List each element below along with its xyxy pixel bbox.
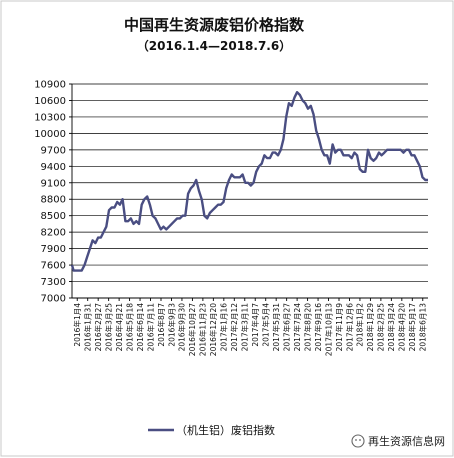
x-tick-label: 2016年4月21 [114, 303, 124, 352]
x-tick-label: 2017年9月16 [313, 303, 323, 352]
y-tick-label: 8800 [41, 195, 66, 206]
wechat-icon-eye [359, 439, 361, 441]
x-tick-label: 2018年4月20 [397, 303, 407, 352]
x-tick-label: 2018年6月13 [418, 303, 428, 352]
x-tick-label: 2016年9月3 [166, 303, 176, 347]
x-tick-label: 2017年12月6 [344, 303, 354, 352]
series-layer [72, 92, 428, 270]
x-tick-label: 2018年1月2 [355, 303, 365, 347]
y-tick-label: 8200 [41, 228, 66, 239]
wechat-icon-eye [355, 439, 357, 441]
y-tick-label: 9400 [41, 162, 66, 173]
x-tick-label: 2016年2月27 [93, 303, 103, 352]
x-tick-label: 2018年5月17 [407, 303, 417, 352]
y-tick-label: 8500 [41, 211, 66, 222]
y-tick-label: 10000 [34, 129, 66, 140]
y-axis-ticks: 7000 7300 7600 7900 8200 8500 8800 9100 9400 9700… [34, 80, 72, 305]
x-tick-label: 2018年2月25 [376, 303, 386, 352]
gridlines [72, 84, 428, 282]
x-tick-label: 2016年10月27 [187, 303, 197, 356]
watermark: 再生资源信息网 [352, 434, 445, 448]
y-tick-label: 7300 [41, 277, 66, 288]
x-tick-label: 2017年4月7 [250, 303, 260, 347]
x-tick-label: 2017年7月24 [292, 303, 302, 352]
y-tick-label: 10900 [34, 80, 66, 91]
x-tick-label: 2016年1月31 [83, 303, 93, 352]
x-tick-label: 2016年3月25 [103, 303, 113, 352]
y-tick-label: 9100 [41, 178, 66, 189]
x-tick-label: 2017年8月20 [302, 303, 312, 352]
x-tick-label: 2018年3月24 [386, 303, 396, 352]
x-tick-label: 2016年8月7 [156, 303, 166, 347]
x-tick-label: 2017年3月11 [240, 303, 250, 352]
x-tick-label: 2017年2月12 [229, 303, 239, 352]
x-tick-label: 2016年11月23 [198, 303, 208, 356]
x-tick-label: 2016年7月11 [145, 303, 155, 352]
x-axis-ticks: 2016年1月4 2016年1月31 2016年2月27 2016年3月25 2016年… [72, 298, 428, 356]
x-tick-label: 2016年1月4 [72, 303, 82, 347]
series-line [72, 92, 428, 270]
x-tick-label: 2017年11月9 [334, 303, 344, 352]
x-tick-label: 2017年10月13 [323, 303, 333, 356]
watermark-text: 再生资源信息网 [368, 434, 445, 448]
x-tick-label: 2017年5月4 [261, 303, 271, 347]
x-tick-label: 2016年5月18 [124, 303, 134, 352]
x-tick-label: 2018年1月29 [365, 303, 375, 352]
x-tick-label: 2017年5月31 [271, 303, 281, 352]
chart-subtitle: （2016.1.4—2018.7.6） [137, 38, 291, 53]
y-tick-label: 7900 [41, 244, 66, 255]
y-tick-label: 7000 [41, 294, 66, 305]
legend: （机生铝）废铝指数 [148, 423, 275, 437]
legend-label: （机生铝）废铝指数 [176, 423, 275, 437]
x-tick-label: 2017年6月27 [281, 303, 291, 352]
x-tick-label: 2016年6月14 [135, 303, 145, 352]
wechat-icon [352, 435, 364, 447]
y-tick-label: 7600 [41, 261, 66, 272]
chart-title: 中国再生资源废铝价格指数 [124, 16, 305, 34]
y-tick-label: 10600 [34, 96, 66, 107]
y-tick-label: 10300 [34, 112, 66, 123]
y-tick-label: 9700 [41, 145, 66, 156]
x-tick-label: 2016年9月30 [177, 303, 187, 352]
x-tick-label: 2016年12月20 [208, 303, 218, 356]
x-tick-label: 2017年1月16 [219, 303, 229, 352]
